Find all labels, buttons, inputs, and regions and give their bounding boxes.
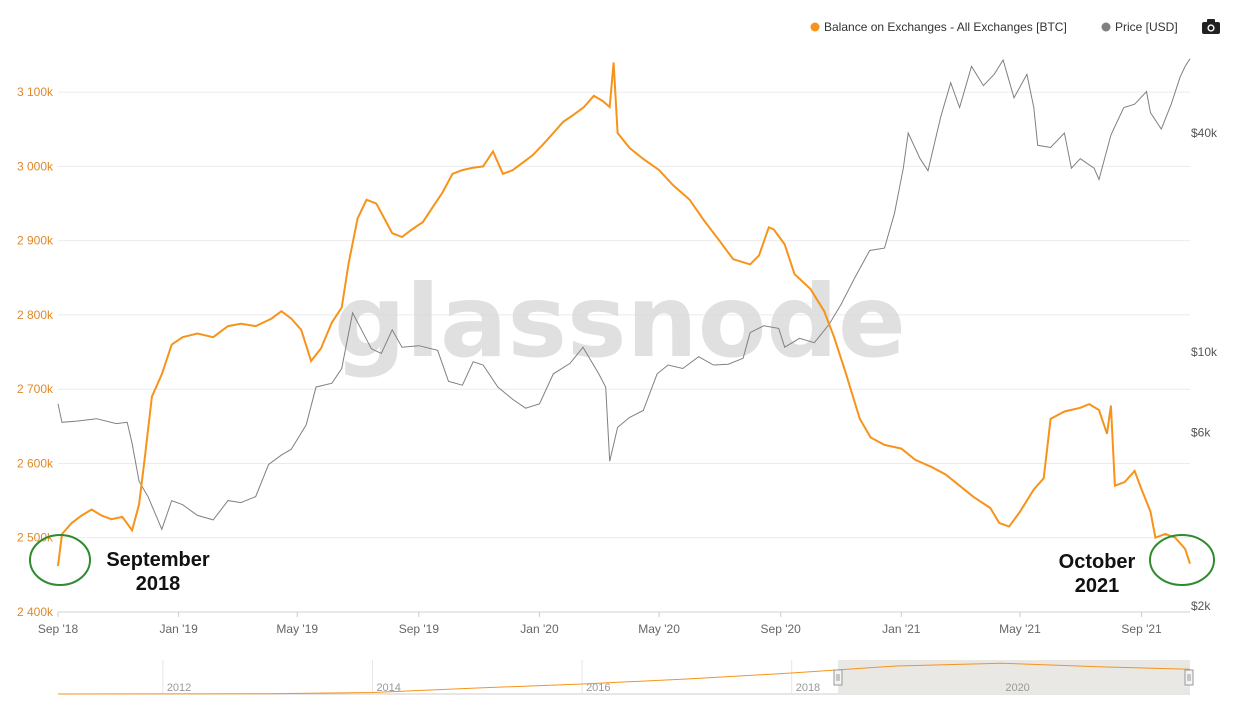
camera-icon[interactable]	[1202, 19, 1220, 34]
x-tick-label: Jan '19	[159, 622, 198, 636]
legend-label-balance: Balance on Exchanges - All Exchanges [BT…	[824, 20, 1067, 34]
navigator-year-label: 2018	[796, 682, 820, 694]
annotation-end-line1: October	[1058, 551, 1136, 573]
x-tick-label: May '19	[276, 622, 318, 636]
x-tick-label: May '21	[999, 622, 1041, 636]
navigator-handle-left[interactable]	[833, 669, 843, 686]
right-tick-label: $10k	[1191, 345, 1218, 359]
series-line-balance	[57, 62, 1191, 567]
x-axis: Sep '18 Jan '19 May '19 Sep '19 Jan '20 May '…	[38, 611, 1190, 636]
navigator-handle-right[interactable]	[1184, 669, 1194, 686]
annotation-start-line2: 2018	[135, 573, 181, 595]
navigator[interactable]: 2012 2014 2016 2018 2020	[57, 660, 1194, 695]
right-tick-label: $40k	[1191, 126, 1218, 140]
left-tick-label: 2 600k	[17, 456, 54, 470]
legend: Balance on Exchanges - All Exchanges [BT…	[810, 20, 1178, 34]
annotation-circle-end	[1149, 534, 1215, 586]
left-tick-label: 2 900k	[17, 234, 54, 248]
right-axis: $2k $6k $10k $40k	[1191, 126, 1218, 613]
x-tick-label: Sep '21	[1121, 622, 1162, 636]
legend-label-price: Price [USD]	[1115, 20, 1178, 34]
legend-item-price[interactable]: Price [USD]	[1101, 20, 1178, 34]
navigator-series	[57, 662, 1191, 695]
left-tick-label: 2 500k	[17, 531, 54, 545]
right-tick-label: $6k	[1191, 426, 1211, 440]
left-axis: 2 400k 2 500k 2 600k 2 700k 2 800k 2 900k 3 00…	[17, 85, 54, 619]
legend-marker-balance	[810, 22, 820, 32]
left-tick-label: 3 000k	[17, 159, 54, 173]
legend-item-balance[interactable]: Balance on Exchanges - All Exchanges [BT…	[810, 20, 1067, 34]
series-line-price	[57, 58, 1191, 531]
annotation-end: October 2021	[1047, 550, 1147, 598]
x-tick-label: Sep '20	[761, 622, 802, 636]
x-tick-label: Sep '19	[399, 622, 440, 636]
left-tick-label: 2 800k	[17, 308, 54, 322]
x-tick-label: May '20	[638, 622, 680, 636]
navigator-year-label: 2014	[376, 682, 400, 694]
legend-marker-price	[1101, 22, 1111, 32]
right-tick-label: $2k	[1191, 599, 1211, 613]
watermark: glassnode	[334, 263, 906, 380]
grid-lines	[58, 91, 1190, 613]
annotation-circle-start	[29, 534, 91, 586]
annotation-end-line2: 2021	[1074, 575, 1120, 597]
navigator-years: 2012 2014 2016 2018 2020	[162, 660, 1030, 694]
navigator-year-label: 2012	[167, 682, 191, 694]
x-tick-label: Jan '20	[520, 622, 559, 636]
x-tick-label: Sep '18	[38, 622, 79, 636]
left-tick-label: 3 100k	[17, 85, 54, 99]
annotation-start-line1: September	[106, 549, 210, 571]
left-tick-label: 2 700k	[17, 382, 54, 396]
navigator-year-label: 2016	[586, 682, 610, 694]
x-tick-label: Jan '21	[882, 622, 921, 636]
navigator-year-label: 2020	[1005, 682, 1029, 694]
annotation-start: September 2018	[98, 548, 218, 596]
left-tick-label: 2 400k	[17, 605, 54, 619]
